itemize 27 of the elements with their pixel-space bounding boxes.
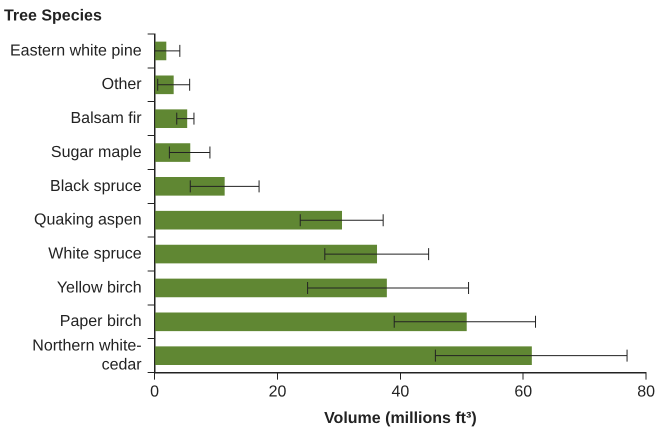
y-tick-label: Northern white-cedar <box>32 337 142 374</box>
bar <box>155 109 188 128</box>
y-tick-label: Eastern white pine <box>10 42 142 60</box>
bar <box>155 75 174 94</box>
y-tick-label: Other <box>102 76 142 94</box>
bar <box>155 210 342 230</box>
y-axis-title: Tree Species <box>4 7 102 24</box>
y-tick-label: Quaking aspen <box>34 212 142 229</box>
bar <box>155 244 378 264</box>
y-tick-label: Yellow birch <box>56 279 142 296</box>
x-tick-label: 0 <box>150 384 160 401</box>
y-tick-label: White spruce <box>48 245 142 262</box>
y-tick-label: Balsam fir <box>70 110 142 128</box>
y-tick-label: Paper birch <box>60 313 142 330</box>
y-tick-label: Black spruce <box>50 178 142 195</box>
bar <box>155 346 532 365</box>
bar <box>155 42 166 60</box>
x-tick-label: 20 <box>268 384 286 401</box>
bar <box>155 177 225 196</box>
x-axis-title: Volume (millions ft³) <box>324 410 477 427</box>
bar <box>155 143 190 162</box>
bar <box>155 278 387 298</box>
x-tick-label: 80 <box>637 384 656 401</box>
bar <box>155 312 467 332</box>
y-tick-label: Sugar maple <box>50 144 142 161</box>
x-tick-label: 40 <box>391 384 410 401</box>
x-tick-label: 60 <box>514 384 532 401</box>
